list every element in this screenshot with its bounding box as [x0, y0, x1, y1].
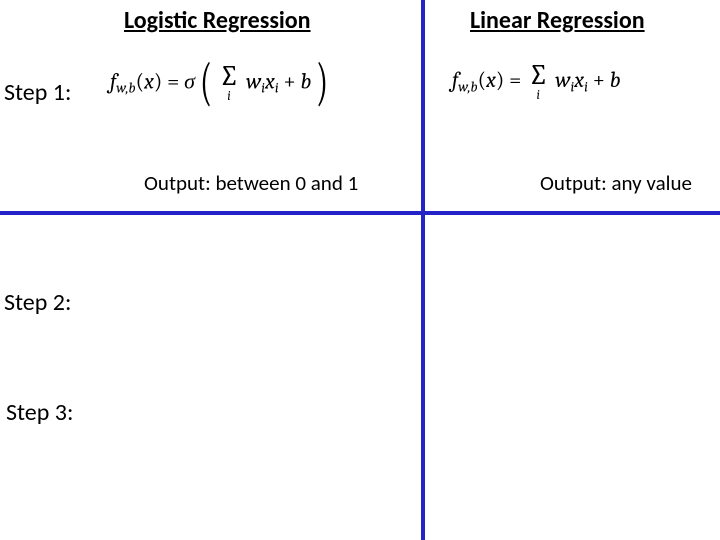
formula-x: x [486, 67, 496, 93]
plus-icon: + [593, 67, 610, 93]
rparen-icon: ) [154, 68, 162, 94]
header-linear: Linear Regression [470, 6, 645, 35]
rparen-icon: ) [496, 67, 504, 93]
formula-sub-wb: w,b [458, 78, 477, 95]
output-linear: Output: any value [540, 170, 692, 196]
term-b: b [610, 67, 621, 93]
formula-sub-wb: w,b [116, 80, 135, 97]
term-xi: i [275, 80, 279, 97]
lparen-icon: ( [136, 68, 144, 94]
step-1-label: Step 1: [4, 78, 71, 107]
formula-linear: fw,b(x) = ∑ i wixi + b [452, 62, 621, 102]
output-logistic: Output: between 0 and 1 [144, 170, 358, 196]
lparen-icon: ( [478, 67, 486, 93]
formula-x: x [144, 68, 154, 94]
term-x: x [574, 67, 584, 93]
term-w: w [246, 68, 261, 94]
term-x: x [265, 68, 275, 94]
term-w: w [555, 67, 570, 93]
horizontal-divider [0, 211, 720, 215]
vertical-divider [421, 0, 425, 540]
big-lparen-icon: ( [200, 62, 212, 104]
sum-icon: ∑ i [528, 62, 548, 102]
step-2-label: Step 2: [4, 288, 71, 317]
plus-icon: + [283, 68, 300, 94]
equals-icon: = [167, 68, 184, 94]
big-rparen-icon: ) [316, 62, 328, 104]
sum-icon: ∑ i [219, 63, 239, 103]
equals-icon: = [509, 67, 526, 93]
term-b: b [300, 68, 311, 94]
step-3-label: Step 3: [6, 398, 73, 427]
term-xi: i [584, 78, 588, 95]
formula-logistic: fw,b(x) = σ ( ∑ i wixi + b ) [110, 62, 328, 104]
sigma-fn: σ [184, 68, 195, 94]
header-logistic: Logistic Regression [124, 6, 311, 35]
